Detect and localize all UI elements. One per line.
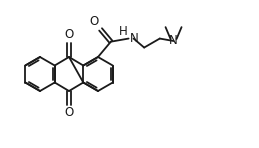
Text: N: N <box>130 32 138 45</box>
Text: N: N <box>169 34 178 48</box>
Text: O: O <box>64 29 74 41</box>
Text: H: H <box>119 25 128 38</box>
Text: O: O <box>89 15 99 28</box>
Text: O: O <box>64 107 74 119</box>
